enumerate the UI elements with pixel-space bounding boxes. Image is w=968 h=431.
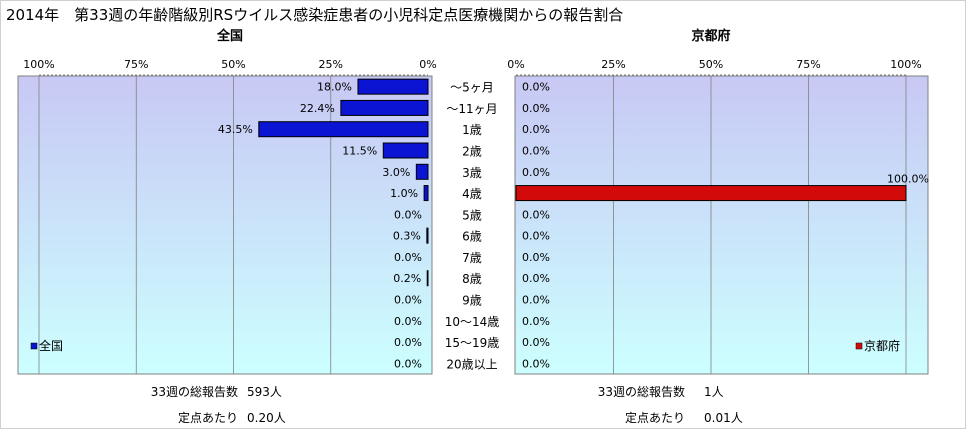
category-label: 7歳 — [462, 251, 482, 265]
national-panel: 100% 75% 50% 25% 0% 18.0% 22.4% 43.5% 11.5% 3.0% 1… — [17, 58, 437, 375]
national-data-label: 1.0% — [390, 187, 418, 200]
national-bar — [340, 99, 429, 116]
national-data-label: 3.0% — [382, 166, 410, 179]
national-data-label: 0.0% — [394, 336, 422, 349]
national-data-label: 11.5% — [342, 145, 377, 158]
kyoto-data-label: 0.0% — [522, 336, 550, 349]
category-label: 6歳 — [462, 230, 482, 244]
category-label: ～11ヶ月 — [446, 102, 497, 116]
national-per-site-value: 0.20人 — [247, 411, 286, 425]
national-data-label: 0.0% — [394, 357, 422, 370]
category-label: 20歳以上 — [446, 357, 497, 371]
national-tick-label: 0% — [419, 58, 436, 71]
national-data-label: 0.3% — [393, 230, 421, 243]
national-data-label: 43.5% — [218, 123, 253, 136]
kyoto-tick-label: 100% — [890, 58, 921, 71]
national-legend-swatch — [30, 342, 38, 350]
category-label: ～5ヶ月 — [450, 81, 494, 95]
national-tick-label: 100% — [23, 58, 54, 71]
category-label: 3歳 — [462, 166, 482, 180]
kyoto-data-label: 0.0% — [522, 357, 550, 370]
category-label: 8歳 — [462, 272, 482, 286]
national-bar — [423, 185, 429, 202]
kyoto-data-label: 0.0% — [522, 123, 550, 136]
kyoto-data-label: 0.0% — [522, 145, 550, 158]
category-label: 10～14歳 — [445, 315, 500, 329]
kyoto-data-label: 0.0% — [522, 102, 550, 115]
category-labels: ～5ヶ月 ～11ヶ月 1歳 2歳 3歳 4歳 5歳 6歳 7歳 8歳 9歳 10～14歳 15～19歳 2… — [445, 81, 500, 372]
category-label: 4歳 — [462, 187, 482, 201]
national-tick-label: 50% — [221, 58, 245, 71]
kyoto-data-label: 0.0% — [522, 208, 550, 221]
kyoto-tick-label: 0% — [507, 58, 524, 71]
category-label: 2歳 — [462, 145, 482, 159]
kyoto-data-label: 100.0% — [887, 173, 929, 186]
national-per-site-label: 定点あたり — [178, 410, 238, 425]
category-label: 1歳 — [462, 123, 482, 137]
national-total-value: 593人 — [247, 385, 282, 399]
kyoto-total-value: 1人 — [704, 385, 724, 399]
kyoto-total-label: 33週の総報告数 — [598, 384, 685, 399]
kyoto-data-label: 0.0% — [522, 294, 550, 307]
kyoto-legend-label: 京都府 — [864, 338, 900, 353]
national-data-label: 18.0% — [317, 81, 352, 94]
kyoto-bar — [515, 185, 907, 202]
national-data-label: 0.0% — [394, 208, 422, 221]
kyoto-data-label: 0.0% — [522, 272, 550, 285]
national-bar — [415, 163, 429, 180]
kyoto-data-label: 0.0% — [522, 81, 550, 94]
kyoto-per-site-value: 0.01人 — [704, 411, 743, 425]
national-tick-label: 75% — [124, 58, 148, 71]
kyoto-data-label: 0.0% — [522, 315, 550, 328]
national-data-label: 0.0% — [394, 294, 422, 307]
kyoto-data-label: 0.0% — [522, 251, 550, 264]
category-label: 5歳 — [462, 208, 482, 222]
kyoto-legend-swatch — [855, 342, 863, 350]
kyoto-per-site-label: 定点あたり — [625, 410, 685, 425]
category-label: 9歳 — [462, 294, 482, 308]
category-label: 15～19歳 — [445, 336, 500, 350]
national-bar — [258, 121, 429, 138]
national-legend-label: 全国 — [39, 338, 63, 353]
national-data-label: 0.0% — [394, 315, 422, 328]
national-plot-area — [17, 75, 433, 375]
national-total-label: 33週の総報告数 — [151, 384, 238, 399]
kyoto-data-label: 0.0% — [522, 166, 550, 179]
national-data-label: 0.2% — [393, 272, 421, 285]
kyoto-data-label: 0.0% — [522, 230, 550, 243]
national-data-label: 22.4% — [300, 102, 335, 115]
national-tick-label: 25% — [319, 58, 343, 71]
chart-title: 2014年 第33週の年齢階級別RSウイルス感染症患者の小児科定点医療機関からの… — [6, 6, 623, 24]
kyoto-panel: 0% 25% 50% 75% 100% 0.0% 0.0% 0.0% 0.0% 0.0% 100.0… — [507, 58, 929, 375]
kyoto-panel-title: 京都府 — [691, 28, 730, 44]
national-bar — [426, 227, 429, 244]
national-bar — [426, 270, 429, 287]
kyoto-tick-label: 75% — [796, 58, 820, 71]
kyoto-tick-label: 25% — [601, 58, 625, 71]
kyoto-plot-area — [514, 75, 929, 375]
kyoto-tick-label: 50% — [699, 58, 723, 71]
national-bar — [382, 142, 429, 159]
national-data-label: 0.0% — [394, 251, 422, 264]
national-bar — [357, 78, 429, 95]
national-panel-title: 全国 — [216, 28, 243, 44]
